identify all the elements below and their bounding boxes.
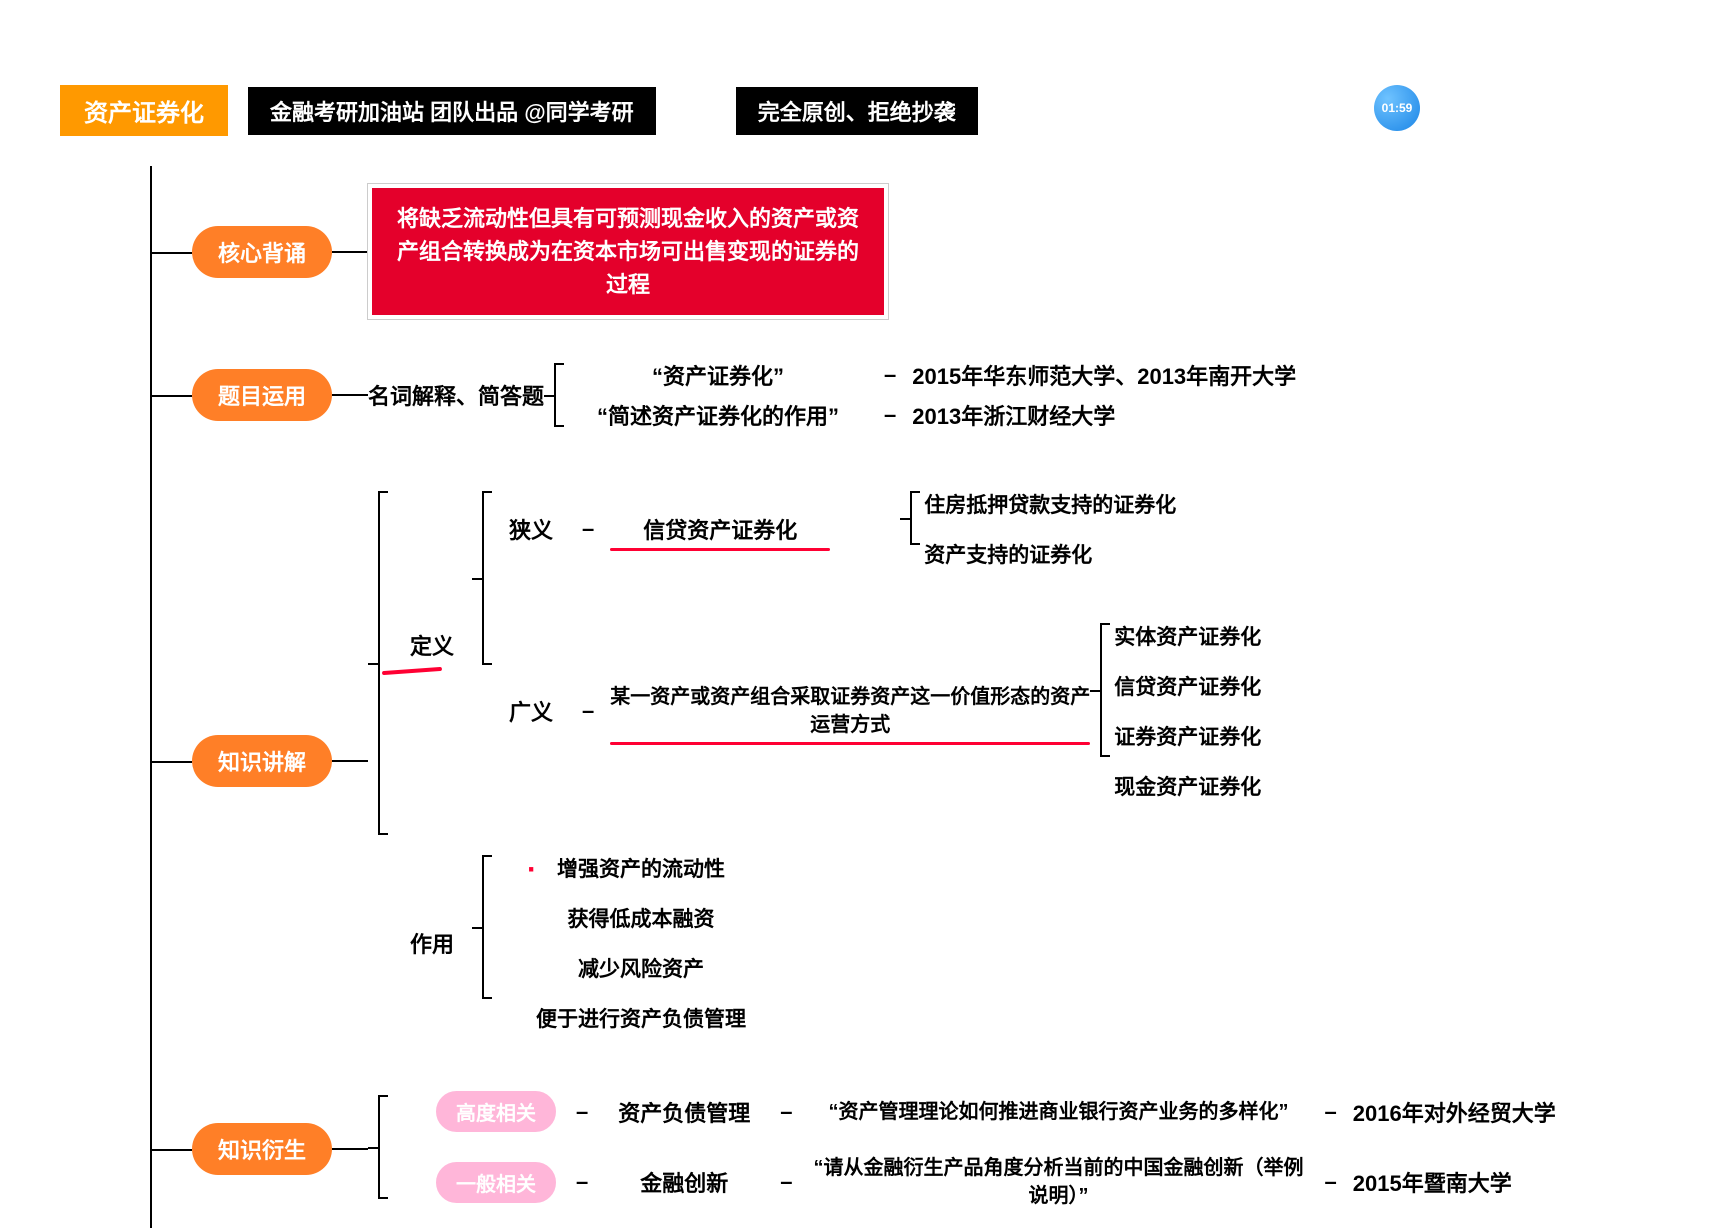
credit-box: 金融考研加油站 团队出品 @同学考研 [248,87,656,135]
narrow-value: 信贷资产证券化 [610,513,830,545]
role-item-4: 便于进行资产负债管理 [536,997,746,1039]
usage-src1: 2015年华东师范大学、2013年南开大学 [912,359,1296,391]
timer-badge: 01:59 [1374,85,1420,131]
branch-knowledge: 知识讲解 定义 狭义 – 信贷资产证券化 [152,453,1660,1069]
narrow-sub-2: 资产支持的证券化 [924,533,1176,575]
core-definition: 将缺乏流动性但具有可预测现金收入的资产或资产组合转换成为在资本市场可出售变现的证… [368,184,888,319]
role-item-3: 减少风险资产 [536,947,746,989]
general-related-pill: 一般相关 [432,1158,560,1207]
broad-sub-4: 现金资产证券化 [1114,765,1261,807]
root-title: 资产证券化 [60,85,228,136]
usage-q2: “简述资产证券化的作用” [568,399,868,431]
high-topic: 资产负债管理 [604,1096,764,1128]
usage-q1: “资产证券化” [568,359,868,391]
broad-sub-2: 信贷资产证券化 [1114,665,1261,707]
knowledge-pill: 知识讲解 [192,735,332,787]
branch-derive: 知识衍生 高度相关 – 资产负债管理 – “资产管理理论如何推进商业银行资产业务… [152,1069,1660,1228]
usage-pill: 题目运用 [192,369,332,421]
role-row: 作用 增强资产的流动性 获得低成本融资 减少风险资产 便于进行资产负债管理 [392,847,1261,1039]
broad-value: 某一资产或资产组合采取证券资产这一价值形态的资产运营方式 [610,683,1090,739]
core-pill: 核心背诵 [192,226,332,278]
main-tree: 核心背诵 将缺乏流动性但具有可预测现金收入的资产或资产组合转换成为在资本市场可出… [150,166,1660,1228]
broad-sub-3: 证券资产证券化 [1114,715,1261,757]
general-q: “请从金融衍生产品角度分析当前的中国金融创新（举例说明）” [809,1154,1309,1210]
general-src: 2015年暨南大学 [1353,1166,1512,1198]
role-item-2: 获得低成本融资 [536,897,746,939]
branch-usage: 题目运用 名词解释、简答题 “资产证券化” – 2015年华东师范大学、2013… [152,337,1660,453]
high-src: 2016年对外经贸大学 [1353,1096,1556,1128]
def-label: 定义 [392,629,472,661]
role-item-1: 增强资产的流动性 [536,847,746,889]
high-q: “资产管理理论如何推进商业银行资产业务的多样化” [809,1098,1309,1126]
branch-core: 核心背诵 将缺乏流动性但具有可预测现金收入的资产或资产组合转换成为在资本市场可出… [152,166,1660,337]
derive-pill: 知识衍生 [192,1123,332,1175]
mindmap-root: 资产证券化 金融考研加油站 团队出品 @同学考研 完全原创、拒绝抄袭 01:59… [60,85,1660,1228]
header-row: 资产证券化 金融考研加油站 团队出品 @同学考研 完全原创、拒绝抄袭 01:59 [60,85,1660,136]
narrow-sub-1: 住房抵押贷款支持的证券化 [924,483,1176,525]
usage-src2: 2013年浙江财经大学 [912,399,1115,431]
general-topic: 金融创新 [604,1166,764,1198]
broad-label: 广义 [496,695,566,727]
high-related-pill: 高度相关 [432,1087,560,1136]
original-box: 完全原创、拒绝抄袭 [736,87,978,135]
usage-type: 名词解释、简答题 [368,379,544,411]
def-row: 定义 狭义 – 信贷资产证券化 住房抵押贷款支持的证券化 资产支持 [392,483,1261,807]
broad-sub-1: 实体资产证券化 [1114,615,1261,657]
role-label: 作用 [392,927,472,959]
narrow-label: 狭义 [496,513,566,545]
